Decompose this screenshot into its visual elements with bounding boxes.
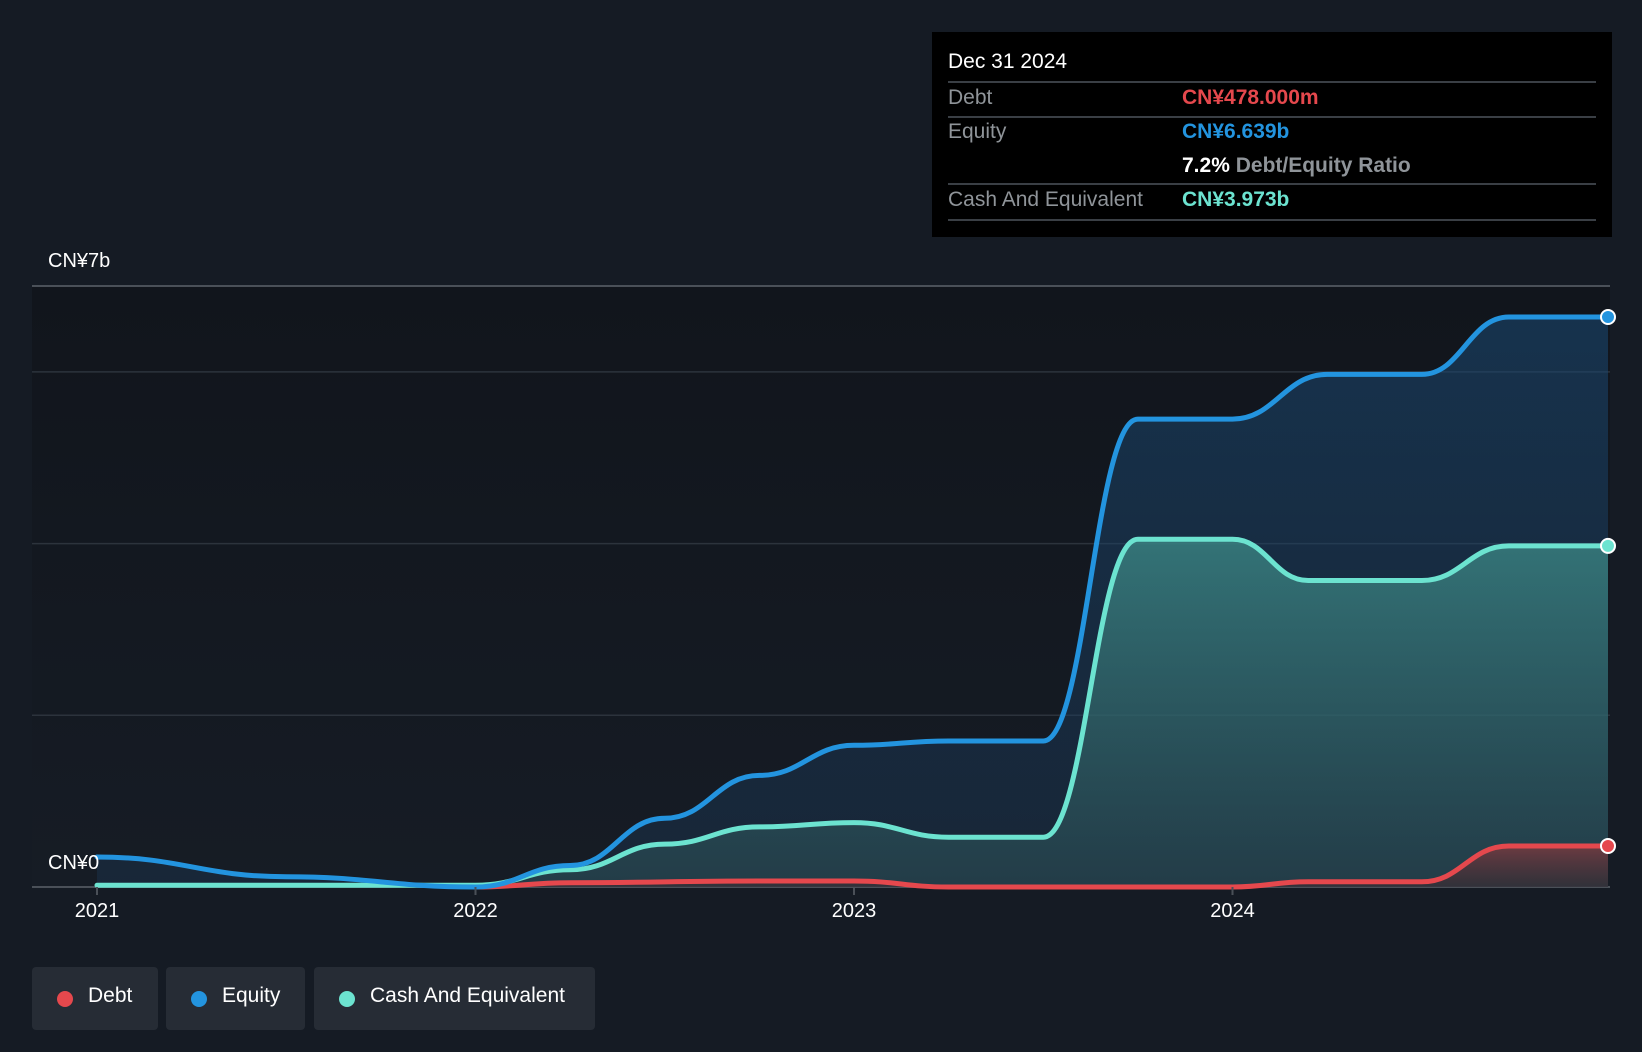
tooltip-cash-label: Cash And Equivalent xyxy=(948,188,1143,211)
x-tick-label: 2023 xyxy=(831,900,877,922)
series-end-markers xyxy=(1600,308,1616,854)
tooltip-debt-row: Debt CN¥478.000m xyxy=(948,82,1596,116)
legend-item-cash[interactable]: Cash And Equivalent xyxy=(314,967,595,1030)
legend-dot-equity xyxy=(191,991,207,1007)
x-axis-ticks xyxy=(96,887,1234,895)
end-marker-cash-and-equivalent[interactable] xyxy=(1600,537,1616,554)
tooltip-equity-value: CN¥6.639b xyxy=(1182,120,1290,143)
tooltip-divider xyxy=(948,219,1596,221)
line-cash-and-equivalent xyxy=(94,536,1611,888)
y-axis-min-label: CN¥0 xyxy=(48,852,100,874)
end-marker-debt[interactable] xyxy=(1600,837,1616,854)
end-marker-equity[interactable] xyxy=(1600,308,1616,325)
line-debt xyxy=(473,843,1611,890)
legend-dot-debt xyxy=(57,991,73,1007)
tooltip-debt-value: CN¥478.000m xyxy=(1182,86,1319,109)
x-tick-label: 2024 xyxy=(1210,900,1255,922)
tooltip-ratio-label: Debt/Equity Ratio xyxy=(1235,154,1411,177)
legend-dot-cash xyxy=(339,991,355,1007)
tooltip-debt-label: Debt xyxy=(948,86,993,109)
tooltip-date: Dec 31 2024 xyxy=(948,50,1068,73)
tooltip-ratio-value: 7.2% xyxy=(1182,154,1230,177)
x-tick-label: 2022 xyxy=(453,900,498,922)
chart-tooltip: Dec 31 2024 Debt CN¥478.000m Equity CN¥6… xyxy=(932,32,1612,237)
tooltip-cash-row: Cash And Equivalent CN¥3.973b xyxy=(948,184,1596,218)
tooltip-divider xyxy=(948,81,1596,83)
legend-item-debt[interactable]: Debt xyxy=(32,967,158,1030)
area-cash-and-equivalent xyxy=(97,539,1608,887)
x-tick-label: 2021 xyxy=(74,900,120,922)
tooltip-equity-row: Equity CN¥6.639b xyxy=(948,116,1596,150)
tooltip-ratio-row: 7.2% Debt/Equity Ratio xyxy=(948,150,1596,184)
legend-label-equity: Equity xyxy=(222,984,281,1007)
tooltip-divider xyxy=(948,116,1596,118)
tooltip-ratio: 7.2% Debt/Equity Ratio xyxy=(1182,154,1411,178)
legend-label-cash: Cash And Equivalent xyxy=(370,984,565,1007)
y-axis-max-label: CN¥7b xyxy=(48,250,111,272)
legend-item-equity[interactable]: Equity xyxy=(166,967,305,1030)
tooltip-divider xyxy=(948,183,1596,185)
tooltip-cash-value: CN¥3.973b xyxy=(1182,188,1290,211)
legend-label-debt: Debt xyxy=(88,984,133,1007)
tooltip-equity-label: Equity xyxy=(948,120,1007,143)
